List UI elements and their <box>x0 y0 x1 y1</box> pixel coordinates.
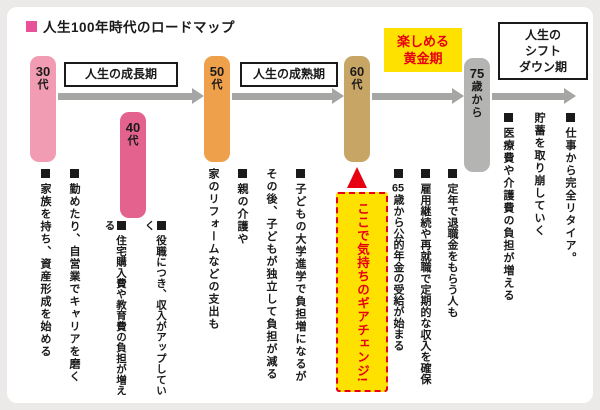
stage-bar-50s: 50 代 <box>204 56 230 162</box>
period-label: シフト <box>524 44 561 58</box>
text-column: 家族を持ち、資産形成を始める <box>39 168 51 390</box>
notes-group-g50: 子どもの大学進学で負担増になるが その後、子どもが独立して負担が減る 親の介護や 家の… <box>206 168 306 392</box>
period-label: 人生の成長期 <box>84 67 157 81</box>
stage-label: 50 <box>209 64 225 79</box>
square-bullet-icon <box>420 169 430 178</box>
period-box-growth: 人生の成長期 <box>64 62 178 87</box>
square-bullet-icon <box>503 113 513 122</box>
stage-label-suffix: 代 <box>127 135 139 147</box>
square-bullet-icon <box>156 221 166 230</box>
text-column: 雇用継続や再就職で定期的な収入を確保 <box>419 168 431 396</box>
period-label: 黄金期 <box>403 51 443 66</box>
period-box-shiftdown: 人生の シフト ダウン期 <box>498 22 588 80</box>
square-bullet-icon <box>295 169 305 178</box>
text-column: 貯蓄を取り崩していく <box>533 112 545 237</box>
stage-bar-40s: 40 代 <box>120 112 146 218</box>
stage-bar-75plus: 75 歳から <box>464 58 490 172</box>
text-column: 仕事から完全リタイア。 <box>564 112 576 396</box>
page-title: 人生100年時代のロードマップ <box>43 20 236 35</box>
notes-group-g60: 定年で退職金をもらう人も 雇用継続や再就職で定期的な収入を確保 65歳から公的年金の… <box>392 168 458 396</box>
up-arrow-icon <box>347 167 367 188</box>
stage-label-suffix: 歳から <box>471 81 483 119</box>
gear-change-label: ここで気持ちのギアチェンジ! <box>355 201 369 383</box>
square-bullet-icon <box>69 169 79 178</box>
notes-group-g30: 勤めたり、自営業でキャリアを磨く 家族を持ち、資産形成を始める <box>36 168 80 390</box>
gear-change-callout: ここで気持ちのギアチェンジ! <box>336 192 388 392</box>
period-label: 人生の <box>524 28 561 42</box>
timeline-arrow-icon <box>492 88 576 104</box>
text-column: 役職につき、収入がアップしていく <box>143 220 168 396</box>
text-column: 住宅購入費や教育費の負担が増える <box>103 220 128 396</box>
timeline-arrow-icon <box>58 88 204 104</box>
stage-label: 40 <box>125 120 141 135</box>
stage-label: 75 <box>469 66 485 81</box>
notes-group-g40: 役職につき、収入がアップしていく 住宅購入費や教育費の負担が増える <box>104 220 168 406</box>
square-bullet-icon <box>116 221 126 230</box>
square-bullet-icon <box>565 113 575 122</box>
square-bullet-icon <box>447 169 457 178</box>
text-column: その後、子どもが独立して負担が減る <box>265 168 277 381</box>
period-label: 人生の成熟期 <box>252 67 325 81</box>
text-column: 勤めたり、自営業でキャリアを磨く <box>68 168 80 390</box>
period-label: 楽しめる <box>396 34 449 49</box>
text-column: 親の介護や <box>236 168 248 392</box>
text-column: 医療費や介護費の負担が増える <box>502 112 514 396</box>
stage-label: 60 <box>349 64 365 79</box>
square-bullet-icon <box>237 169 247 178</box>
timeline-arrow-icon <box>372 88 464 104</box>
timeline-arrow-icon <box>232 88 344 104</box>
stage-label-suffix: 代 <box>37 79 49 91</box>
period-box-golden: 楽しめる 黄金期 <box>384 28 462 72</box>
stage-label-suffix: 代 <box>211 79 223 91</box>
square-bullet-icon <box>40 169 50 178</box>
text-column: 家のリフォームなどの支出も <box>207 168 219 331</box>
period-box-maturity: 人生の成熟期 <box>240 62 338 87</box>
stage-label: 30 <box>35 64 51 79</box>
square-bullet-icon <box>26 20 37 32</box>
text-column: 子どもの大学進学で負担増になるが <box>294 168 306 392</box>
stage-bar-30s: 30 代 <box>30 56 56 162</box>
stage-label-suffix: 代 <box>351 79 363 91</box>
text-column: 65歳から公的年金の受給が始まる <box>392 168 404 396</box>
period-label: ダウン期 <box>518 60 567 74</box>
notes-group-g75: 仕事から完全リタイア。 貯蓄を取り崩していく 医療費や介護費の負担が増える <box>502 112 576 396</box>
stage-bar-60s: 60 代 <box>344 56 370 162</box>
roadmap-title: 人生100年時代のロードマップ <box>26 16 235 36</box>
square-bullet-icon <box>393 169 403 178</box>
text-column: 定年で退職金をもらう人も <box>446 168 458 396</box>
